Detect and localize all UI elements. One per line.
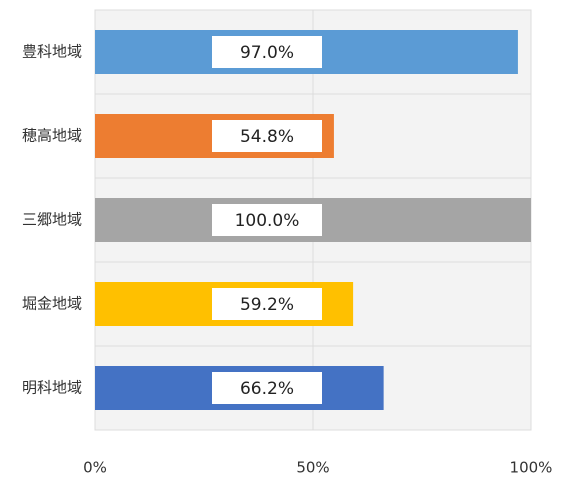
value-label-box [212,372,322,404]
value-label-box [212,36,322,68]
value-label: 66.2% [240,379,294,399]
value-label: 97.0% [240,43,294,63]
value-label-box [212,120,322,152]
y-tick-label: 豊科地域 [22,43,82,61]
value-label: 54.8% [240,127,294,147]
value-label: 100.0% [235,211,300,231]
x-tick-label: 50% [296,459,329,477]
y-tick-label: 明科地域 [22,379,82,397]
x-tick-label: 0% [83,459,107,477]
value-label-box [212,288,322,320]
y-tick-label: 堀金地域 [22,295,82,313]
value-label: 59.2% [240,295,294,315]
x-tick-label: 100% [510,459,553,477]
value-label-box [212,204,322,236]
y-tick-label: 穂高地域 [22,127,82,145]
y-tick-label: 三郷地域 [22,211,82,229]
